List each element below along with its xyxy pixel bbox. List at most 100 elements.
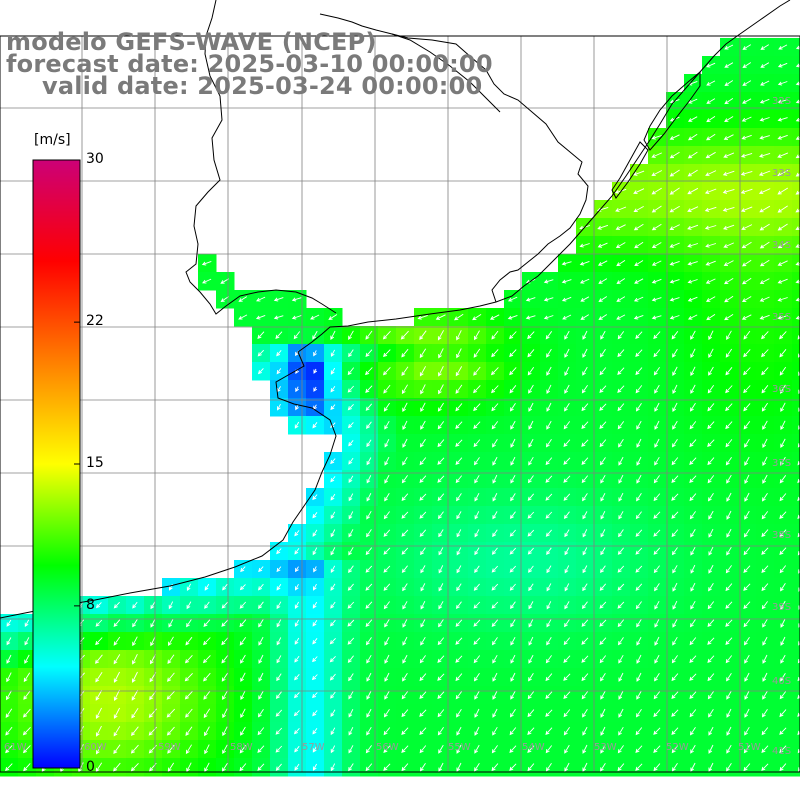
wind-arrow — [744, 726, 750, 736]
wind-arrow — [258, 601, 264, 609]
wind-arrow — [275, 691, 282, 700]
colorbar-tick-label: 8 — [86, 596, 95, 613]
wind-arrow — [185, 708, 193, 718]
wind-arrow — [672, 565, 678, 574]
wind-arrow — [420, 565, 426, 574]
wind-arrow — [383, 511, 390, 520]
wind-arrow — [597, 224, 609, 230]
wind-arrow — [257, 368, 264, 375]
wind-arrow — [510, 654, 516, 664]
wind-arrow — [564, 565, 570, 574]
wind-speed-cell — [792, 488, 800, 507]
wind-arrow — [795, 261, 800, 266]
wind-arrow — [599, 421, 607, 429]
latitude-label: 38S — [772, 530, 792, 541]
wind-arrow — [725, 385, 733, 394]
wind-arrow — [743, 367, 751, 376]
wind-arrow — [616, 278, 626, 285]
wind-arrow — [795, 244, 800, 248]
wind-arrow — [600, 708, 606, 718]
wind-arrow — [130, 744, 139, 754]
wind-arrow — [474, 565, 480, 573]
wind-arrow — [132, 619, 138, 628]
wind-arrow — [744, 654, 750, 664]
wind-arrow — [347, 367, 355, 376]
wind-arrow — [509, 727, 517, 736]
wind-arrow — [564, 619, 570, 628]
wind-arrow — [689, 673, 697, 681]
wind-arrow — [636, 438, 642, 448]
wind-arrow — [113, 689, 120, 701]
wind-arrow — [762, 654, 768, 664]
wind-arrow — [384, 672, 390, 682]
colorbar-unit-label: [m/s] — [34, 132, 71, 148]
wind-arrow — [672, 384, 678, 394]
wind-arrow — [455, 637, 463, 645]
wind-arrow — [779, 529, 787, 537]
wind-arrow — [564, 547, 570, 556]
wind-arrow — [474, 690, 480, 700]
wind-arrow — [383, 727, 391, 736]
wind-arrow — [689, 402, 696, 412]
wind-arrow — [222, 744, 228, 755]
wind-arrow — [582, 565, 588, 574]
wind-arrow — [310, 314, 320, 320]
wind-speed-cell — [792, 434, 800, 453]
wind-arrow — [294, 601, 299, 609]
wind-arrow — [707, 601, 715, 610]
wind-arrow — [438, 384, 444, 395]
wind-arrow — [95, 707, 103, 719]
wind-arrow — [598, 278, 608, 284]
wind-arrow — [294, 547, 300, 555]
wind-arrow — [563, 457, 571, 465]
wind-arrow — [582, 529, 588, 538]
wind-arrow — [474, 744, 480, 754]
wind-arrow — [779, 763, 787, 772]
wind-arrow — [618, 529, 624, 538]
wind-arrow — [581, 403, 589, 412]
wind-arrow — [706, 62, 716, 68]
wind-arrow — [672, 348, 678, 358]
wind-arrow — [330, 529, 336, 538]
wind-arrow — [672, 618, 678, 628]
wind-arrow — [780, 420, 786, 431]
wind-arrow — [348, 529, 354, 538]
longitude-label: 52W — [666, 742, 689, 753]
wind-arrow — [527, 493, 535, 501]
wind-arrow — [277, 403, 281, 411]
wind-arrow — [689, 511, 696, 520]
wind-arrow — [491, 619, 499, 628]
wind-arrow — [167, 744, 175, 754]
wind-arrow — [615, 224, 626, 230]
wind-arrow — [780, 654, 786, 664]
wind-arrow — [474, 529, 480, 538]
wind-arrow — [438, 547, 444, 556]
wind-arrow — [312, 710, 318, 717]
wind-arrow — [402, 618, 408, 628]
wind-arrow — [562, 314, 572, 320]
latitude-label: 33S — [772, 168, 792, 179]
wind-arrow — [492, 690, 498, 700]
wind-arrow — [365, 637, 372, 646]
wind-arrow — [545, 493, 553, 501]
wind-arrow — [402, 672, 408, 682]
wind-arrow — [204, 601, 210, 609]
wind-arrow — [635, 547, 643, 555]
wind-speed-cell — [792, 740, 800, 759]
wind-arrow — [707, 673, 715, 682]
wind-arrow — [383, 547, 391, 555]
wind-arrow — [651, 187, 662, 195]
wind-arrow — [132, 653, 138, 665]
wind-arrow — [779, 565, 787, 574]
wind-arrow — [365, 547, 373, 556]
wind-arrow — [491, 385, 499, 394]
wind-arrow — [582, 511, 588, 520]
wind-arrow — [438, 565, 444, 574]
wind-arrow — [491, 763, 499, 772]
wind-arrow — [312, 547, 318, 556]
wind-arrow — [563, 691, 571, 699]
wind-arrow — [617, 421, 625, 430]
wind-arrow — [6, 619, 12, 627]
wind-arrow — [582, 493, 588, 502]
wind-arrow — [671, 709, 679, 717]
